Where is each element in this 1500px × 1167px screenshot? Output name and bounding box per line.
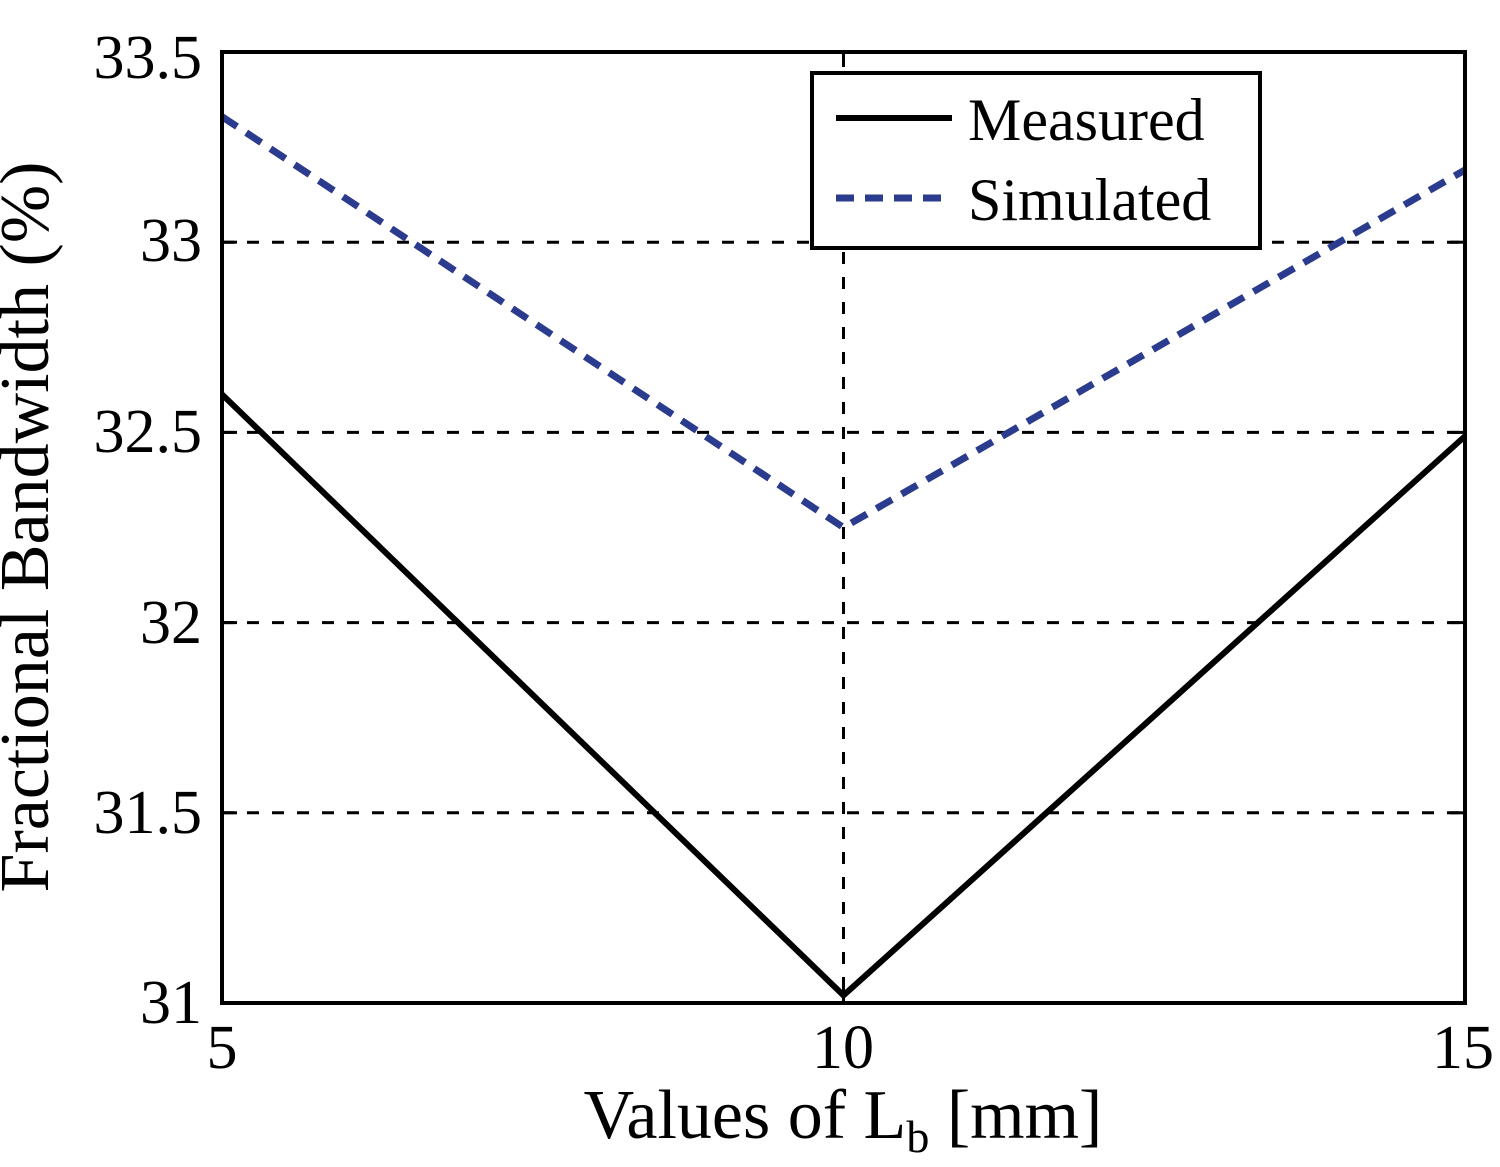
- x-tick-label: 5: [207, 1014, 238, 1082]
- x-axis-label-post: [mm]: [929, 1077, 1102, 1154]
- text-layer: 31 31.5 32 32.5 33 33.5 5 10 15 Fraction…: [0, 24, 1494, 1162]
- y-tick-label: 32.5: [94, 398, 203, 466]
- y-tick-label: 32: [140, 589, 202, 657]
- legend-box: [810, 71, 1262, 250]
- legend-label-simulated: Simulated: [968, 167, 1211, 233]
- legend-label-measured: Measured: [968, 87, 1205, 153]
- y-tick-label: 31.5: [94, 779, 203, 847]
- x-axis-label-subscript: b: [906, 1111, 929, 1162]
- x-axis-label-pre: Values of L: [584, 1077, 907, 1154]
- y-tick-label: 33: [140, 207, 202, 275]
- plot-border: [220, 50, 1467, 1005]
- y-tick-label: 33.5: [94, 24, 203, 92]
- frame-layer: [220, 50, 1467, 1005]
- x-tick-label: 10: [812, 1014, 874, 1082]
- x-tick-label: 15: [1432, 1014, 1494, 1082]
- y-tick-label: 31: [140, 969, 202, 1037]
- legend-layer: [810, 71, 1262, 250]
- series-line-simulated: [220, 113, 1467, 532]
- y-axis-label: Fractional Bandwidth (%): [0, 162, 64, 893]
- x-axis-label: Values of Lb [mm]: [584, 1077, 1103, 1162]
